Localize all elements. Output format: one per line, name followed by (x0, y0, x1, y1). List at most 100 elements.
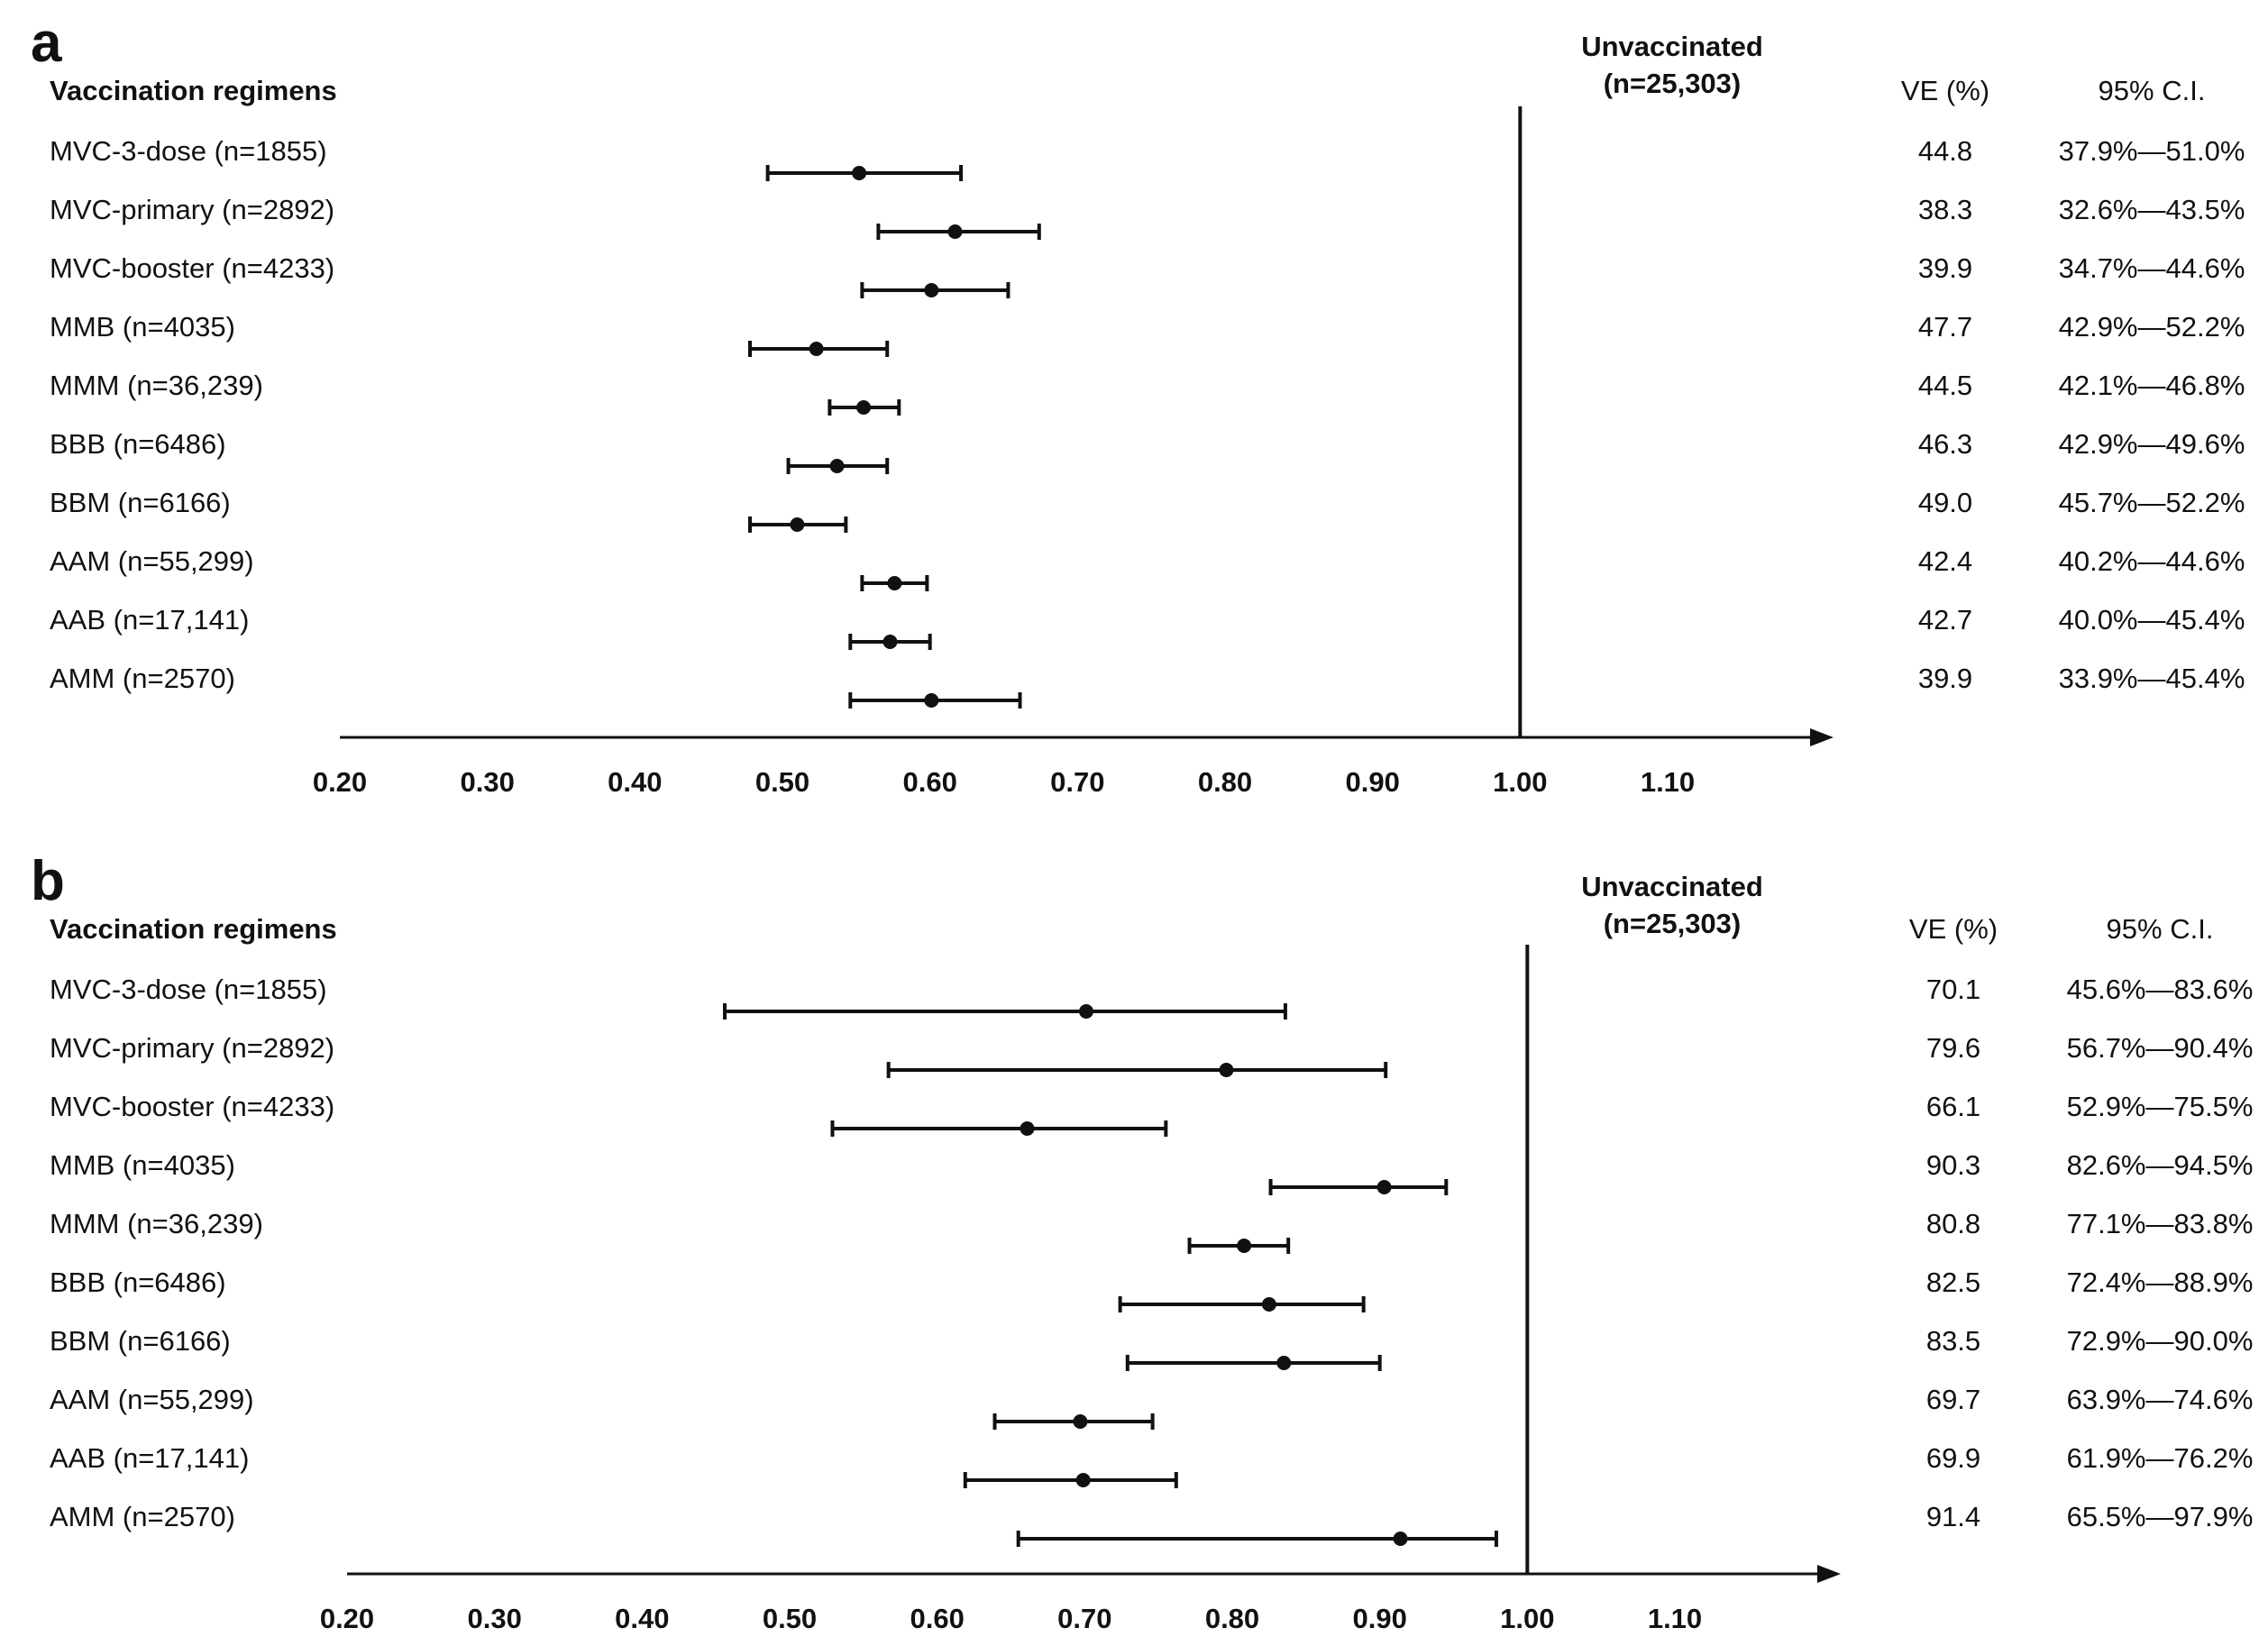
forest-row: BBB (n=6486) 82.5 72.4%—88.9% (50, 1267, 2253, 1312)
forest-row: BBM (n=6166) 49.0 45.7%—52.2% (50, 487, 2245, 533)
regimens-header: Vaccination regimens (50, 75, 337, 106)
forest-row: AAB (n=17,141) 42.7 40.0%—45.4% (50, 604, 2245, 650)
row-label: MMB (n=4035) (50, 311, 235, 343)
point-estimate (1219, 1063, 1234, 1077)
x-tick-label: 0.70 (1057, 1603, 1111, 1634)
ci-value: 40.0%—45.4% (2059, 604, 2245, 636)
ve-value: 70.1 (1926, 974, 1980, 1005)
ci-value: 40.2%—44.6% (2059, 545, 2245, 577)
point-estimate (1237, 1239, 1252, 1253)
point-estimate (887, 576, 902, 590)
x-tick-label: 0.70 (1050, 766, 1104, 798)
x-axis-arrow (1817, 1565, 1841, 1583)
reference-label: Unvaccinated (1581, 871, 1763, 902)
ve-value: 82.5 (1926, 1267, 1980, 1298)
x-tick-label: 0.30 (460, 766, 514, 798)
row-label: AAB (n=17,141) (50, 1442, 249, 1474)
point-estimate (852, 166, 867, 180)
ve-value: 46.3 (1918, 428, 1972, 460)
x-tick-label: 0.80 (1205, 1603, 1259, 1634)
ci-value: 82.6%—94.5% (2067, 1149, 2254, 1181)
ci-value: 37.9%—51.0% (2059, 135, 2245, 167)
panel-letter-a: a (31, 12, 62, 74)
x-tick-label: 0.50 (755, 766, 809, 798)
point-estimate (924, 693, 939, 708)
reference-label: Unvaccinated (1581, 31, 1763, 62)
ci-value: 45.6%—83.6% (2067, 974, 2254, 1005)
x-tick-label: 0.50 (763, 1603, 817, 1634)
forest-row: AAM (n=55,299) 42.4 40.2%—44.6% (50, 545, 2245, 591)
forest-row: MMM (n=36,239) 80.8 77.1%—83.8% (50, 1208, 2253, 1254)
ci-value: 42.9%—49.6% (2059, 428, 2245, 460)
x-tick-label: 1.00 (1493, 766, 1547, 798)
point-estimate (924, 283, 939, 297)
ve-value: 38.3 (1918, 194, 1972, 225)
ve-value: 39.9 (1918, 663, 1972, 694)
ve-value: 42.7 (1918, 604, 1972, 636)
ve-value: 80.8 (1926, 1208, 1980, 1239)
row-label: BBM (n=6166) (50, 487, 231, 518)
ci-value: 33.9%—45.4% (2059, 663, 2245, 694)
row-label: MVC-booster (n=4233) (50, 252, 334, 284)
forest-row: AAB (n=17,141) 69.9 61.9%—76.2% (50, 1442, 2253, 1488)
ci-value: 32.6%—43.5% (2059, 194, 2245, 225)
x-tick-label: 0.90 (1352, 1603, 1406, 1634)
forest-row: AMM (n=2570) 91.4 65.5%—97.9% (50, 1501, 2253, 1547)
ve-value: 39.9 (1918, 252, 1972, 284)
row-label: MVC-primary (n=2892) (50, 194, 334, 225)
forest-row: MVC-3-dose (n=1855) 44.8 37.9%—51.0% (50, 135, 2245, 181)
forest-row: BBB (n=6486) 46.3 42.9%—49.6% (50, 428, 2245, 474)
x-axis-arrow (1810, 728, 1834, 746)
ve-value: 91.4 (1926, 1501, 1980, 1532)
x-tick-label: 0.40 (615, 1603, 669, 1634)
x-tick-label: 0.90 (1345, 766, 1399, 798)
ci-value: 42.9%—52.2% (2059, 311, 2245, 343)
x-tick-label: 1.10 (1648, 1603, 1702, 1634)
row-label: MMM (n=36,239) (50, 1208, 263, 1239)
forest-row: BBM (n=6166) 83.5 72.9%—90.0% (50, 1325, 2253, 1371)
ve-value: 66.1 (1926, 1091, 1980, 1122)
row-label: BBM (n=6166) (50, 1325, 231, 1357)
row-label: MVC-booster (n=4233) (50, 1091, 334, 1122)
row-label: AMM (n=2570) (50, 1501, 235, 1532)
point-estimate (1073, 1414, 1088, 1429)
panel-a: a Vaccination regimens Unvaccinated (n=2… (31, 12, 2245, 798)
ve-value: 69.7 (1926, 1384, 1980, 1415)
panel-b: b Vaccination regimens Unvaccinated (n=2… (31, 850, 2253, 1634)
row-label: BBB (n=6486) (50, 428, 226, 460)
point-estimate (829, 459, 845, 473)
row-label: MVC-3-dose (n=1855) (50, 974, 327, 1005)
row-label: AMM (n=2570) (50, 663, 235, 694)
forest-row: MMB (n=4035) 90.3 82.6%—94.5% (50, 1149, 2253, 1195)
x-tick-label: 0.20 (313, 766, 367, 798)
forest-row: MVC-3-dose (n=1855) 70.1 45.6%—83.6% (50, 974, 2253, 1020)
forest-row: MMB (n=4035) 47.7 42.9%—52.2% (50, 311, 2245, 357)
point-estimate (1020, 1121, 1035, 1136)
ve-header: VE (%) (1901, 75, 1989, 106)
ci-value: 72.9%—90.0% (2067, 1325, 2254, 1357)
row-label: MMB (n=4035) (50, 1149, 235, 1181)
ci-value: 72.4%—88.9% (2067, 1267, 2254, 1298)
x-tick-label: 0.40 (608, 766, 662, 798)
ve-value: 42.4 (1918, 545, 1972, 577)
ci-value: 34.7%—44.6% (2059, 252, 2245, 284)
ve-value: 47.7 (1918, 311, 1972, 343)
ve-header: VE (%) (1909, 913, 1998, 945)
panel-letter-b: b (31, 850, 65, 912)
regimens-header: Vaccination regimens (50, 913, 337, 945)
row-label: AAM (n=55,299) (50, 545, 254, 577)
row-label: MVC-3-dose (n=1855) (50, 135, 327, 167)
ci-value: 61.9%—76.2% (2067, 1442, 2254, 1474)
point-estimate (1078, 1004, 1093, 1019)
point-estimate (1261, 1297, 1276, 1312)
x-tick-label: 0.80 (1198, 766, 1252, 798)
x-tick-label: 0.60 (910, 1603, 964, 1634)
x-tick-label: 0.60 (902, 766, 956, 798)
ve-value: 79.6 (1926, 1032, 1980, 1064)
x-axis: 0.20 0.30 0.40 0.50 0.60 0.70 0.80 0.90 1.00 1.10 (313, 728, 1834, 798)
point-estimate (883, 635, 898, 649)
ci-value: 56.7%—90.4% (2067, 1032, 2254, 1064)
point-estimate (856, 400, 872, 415)
forest-row: MVC-primary (n=2892) 38.3 32.6%—43.5% (50, 194, 2245, 240)
x-axis: 0.20 0.30 0.40 0.50 0.60 0.70 0.80 0.90 1.00 1.10 (320, 1565, 1841, 1634)
